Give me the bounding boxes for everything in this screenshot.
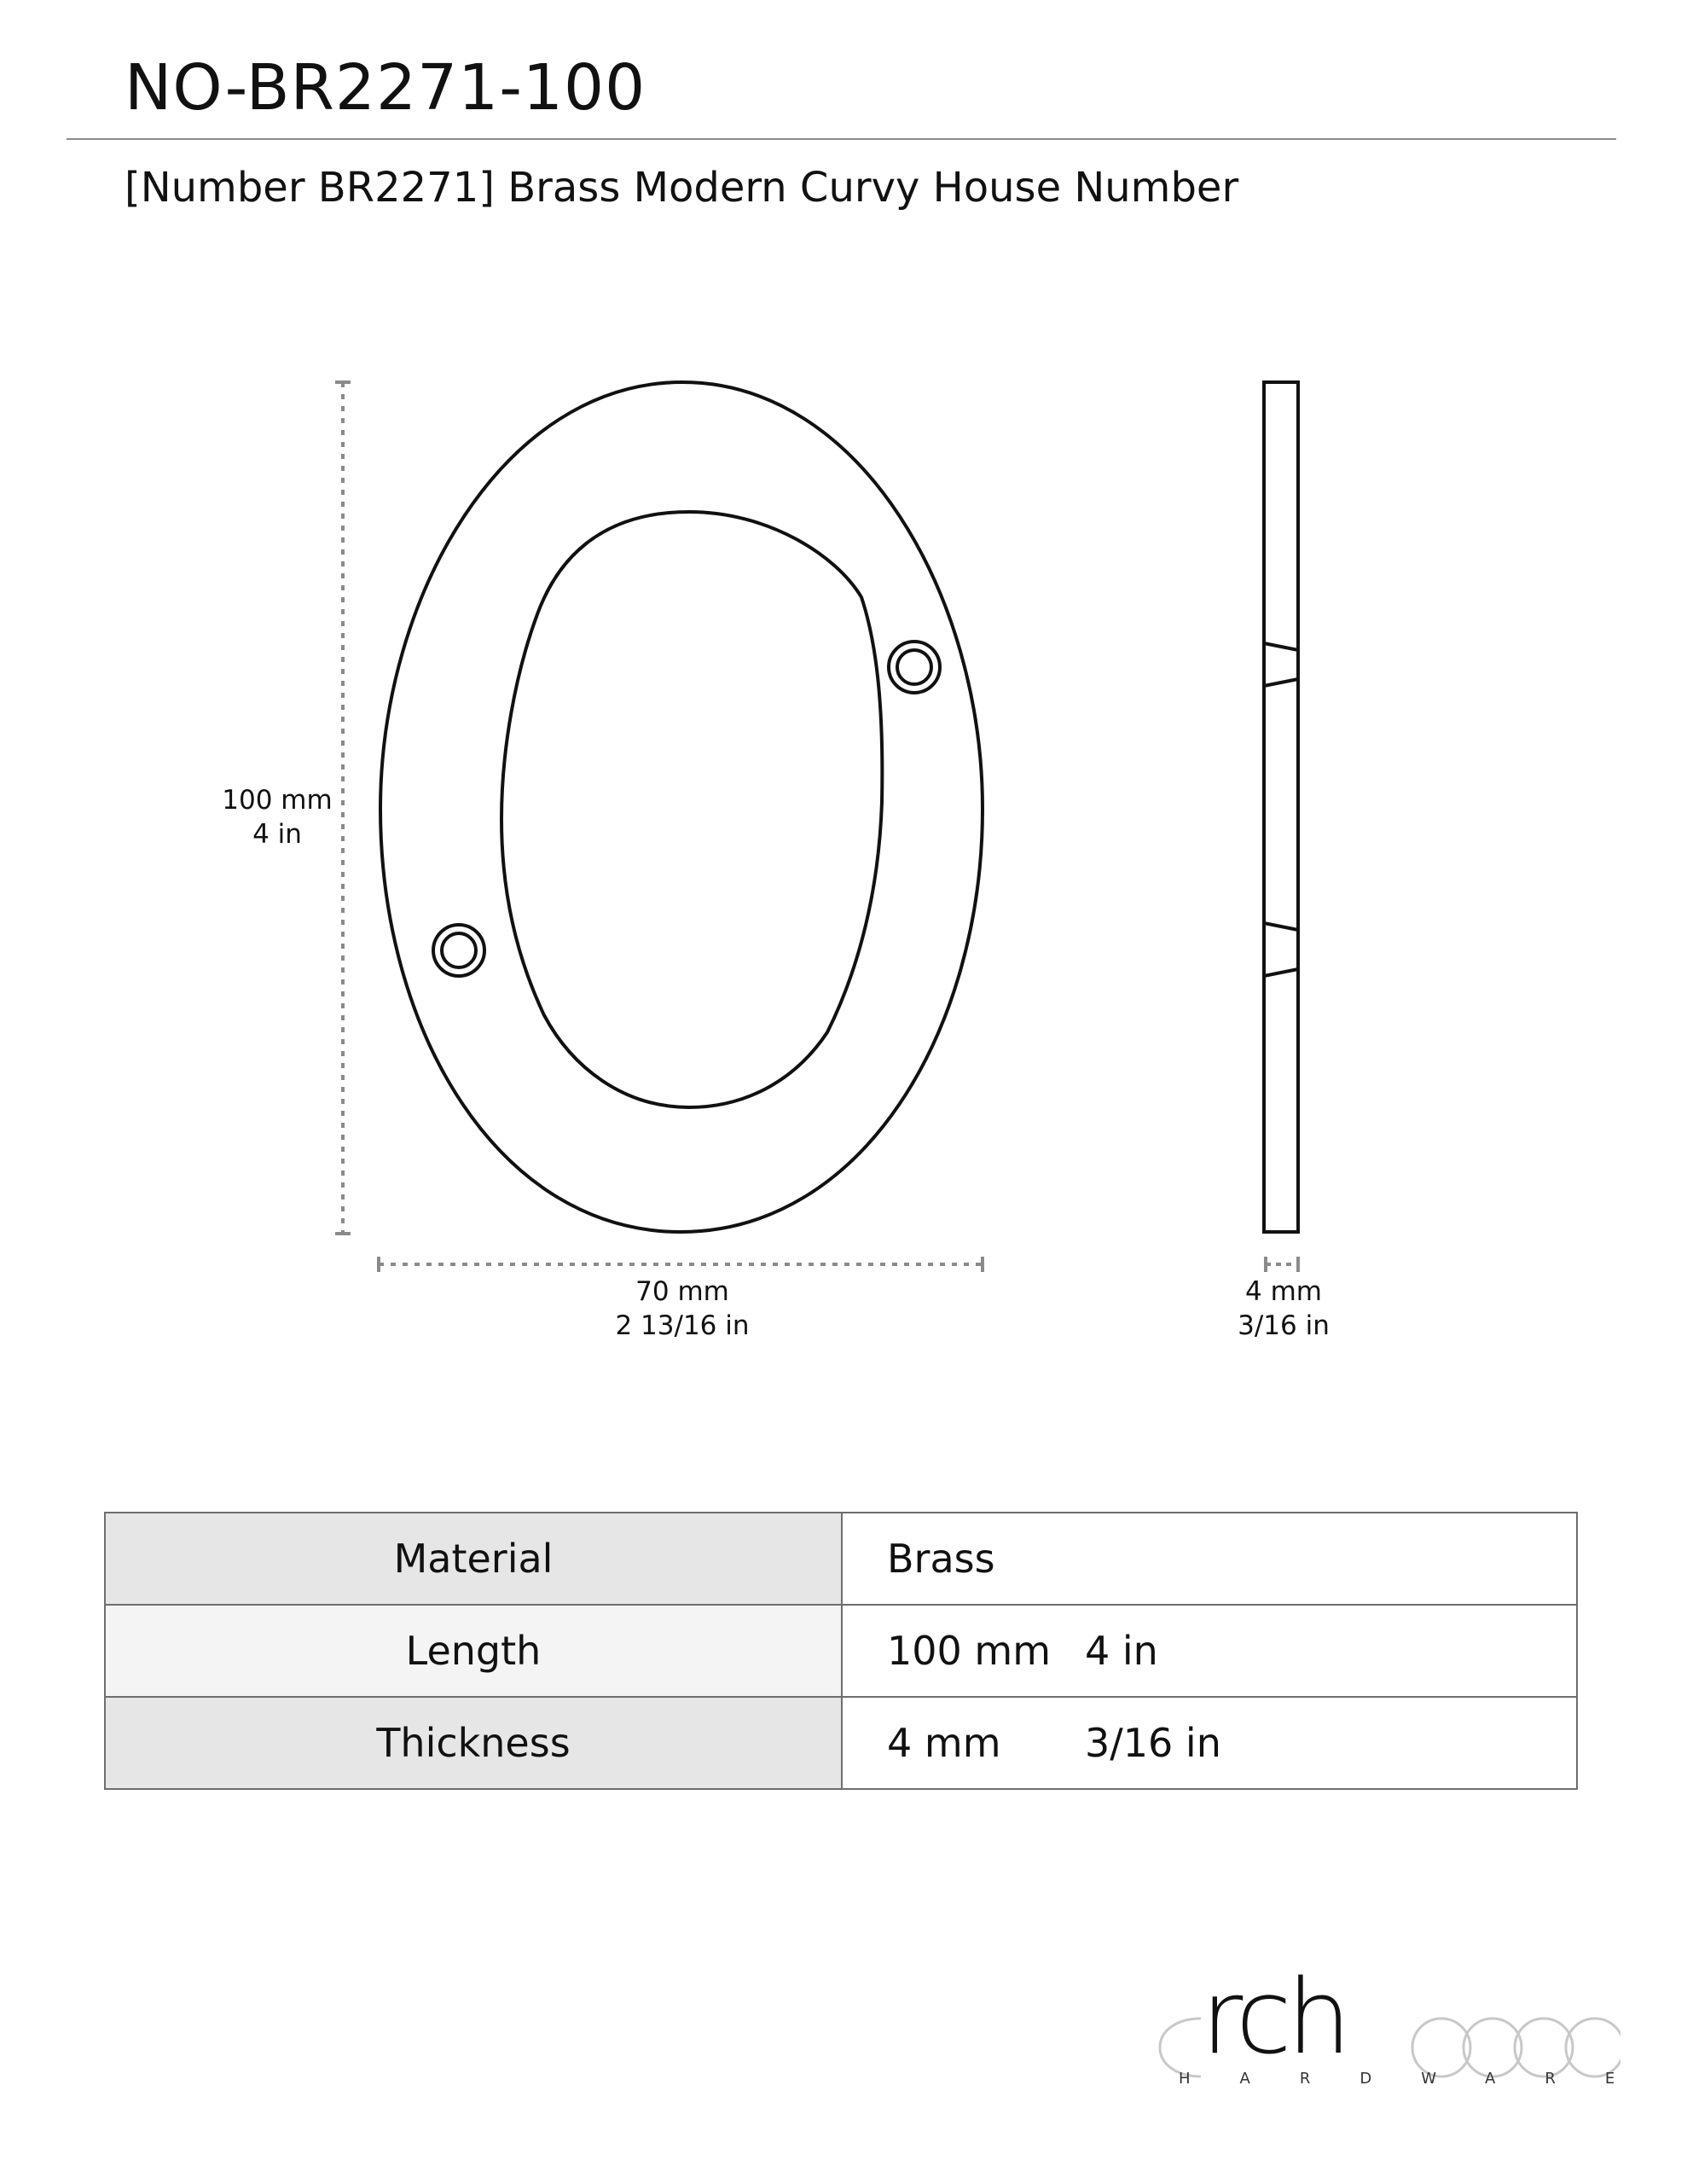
logo-wordmark: rch — [1201, 1959, 1352, 2077]
logo-rings-icon — [1158, 2017, 1620, 2078]
width-dimension-label: 70 mm 2 13/16 in — [580, 1275, 785, 1343]
spec-value-thickness: 4 mm 3/16 in — [841, 1696, 1578, 1790]
mounting-hole-upper — [887, 640, 942, 694]
mounting-hole-upper-inner — [896, 648, 933, 686]
header-divider — [67, 138, 1616, 140]
logo-subtext: HARDWARE — [1179, 2070, 1665, 2088]
thickness-in: 3/16 in — [1238, 1310, 1330, 1341]
product-description: [Number BR2271] Brass Modern Curvy House… — [125, 164, 1239, 212]
product-sku: NO-BR2271-100 — [125, 51, 646, 125]
spec-label-thickness: Thickness — [104, 1696, 843, 1790]
thickness-mm: 4 mm — [1245, 1276, 1322, 1307]
number-zero-side-view — [1262, 380, 1300, 1234]
spec-value-length: 100 mm 4 in — [841, 1604, 1578, 1698]
spec-table: Material Brass Length 100 mm 4 in Thickne… — [104, 1512, 1578, 1790]
height-in: 4 in — [252, 819, 302, 850]
thickness-dimension-line — [1264, 1257, 1300, 1272]
number-zero-inner-outline — [499, 509, 884, 1110]
height-dimension-label: 100 mm 4 in — [205, 783, 350, 851]
table-row: Material Brass — [104, 1512, 1578, 1606]
mounting-hole-lower — [432, 923, 486, 978]
brand-logo: rch HARDWARE — [1143, 1959, 1665, 2099]
number-zero-outer-outline — [378, 380, 985, 1234]
table-row: Length 100 mm 4 in — [104, 1604, 1578, 1698]
height-dimension-line — [335, 380, 351, 1235]
height-mm: 100 mm — [222, 785, 333, 816]
spec-label-length: Length — [104, 1604, 843, 1698]
technical-drawing — [335, 380, 1300, 1272]
number-zero-front-view — [378, 380, 985, 1234]
width-mm: 70 mm — [635, 1276, 729, 1307]
spec-value-material: Brass — [841, 1512, 1578, 1606]
mounting-hole-lower-inner — [440, 932, 478, 969]
width-dimension-line — [377, 1257, 984, 1272]
table-row: Thickness 4 mm 3/16 in — [104, 1696, 1578, 1790]
thickness-dimension-label: 4 mm 3/16 in — [1203, 1275, 1365, 1343]
spec-label-material: Material — [104, 1512, 843, 1606]
width-in: 2 13/16 in — [615, 1310, 750, 1341]
